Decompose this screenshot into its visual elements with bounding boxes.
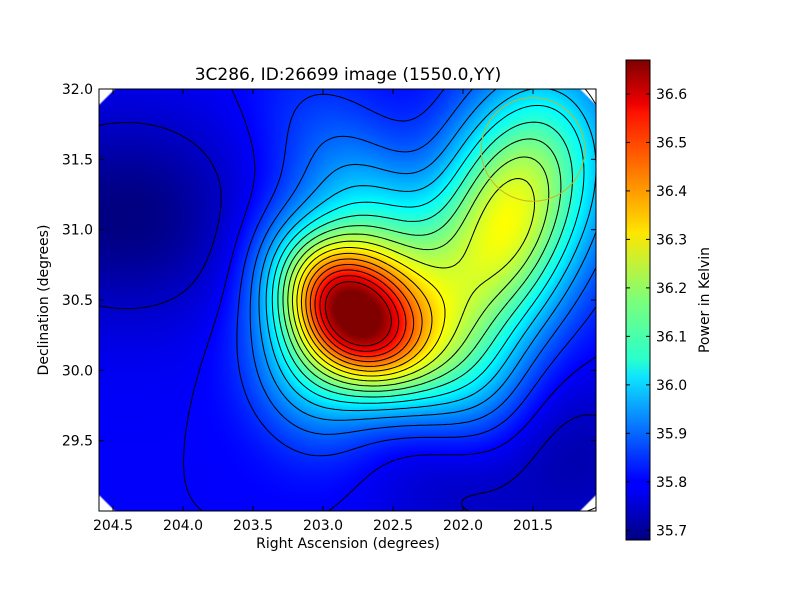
y-tick-label: 31.0 — [62, 223, 93, 239]
contour-level-15 — [309, 264, 415, 363]
y-axis-label: Declination (degrees) — [36, 225, 52, 376]
x-tick-label: 204.5 — [93, 518, 133, 534]
contour-level-17 — [319, 275, 400, 352]
y-tick-label: 30.0 — [62, 363, 93, 379]
colorbar-label: Power in Kelvin — [697, 247, 713, 353]
contour-level-1 — [99, 122, 596, 511]
colorbar-tick-label: 36.2 — [656, 281, 687, 297]
colorbar-tick-label: 36.4 — [656, 184, 687, 200]
contour-level-11 — [291, 178, 535, 382]
x-tick-label: 204.0 — [163, 518, 203, 534]
colorbar-tick-label: 36.1 — [656, 329, 687, 345]
y-tick-label: 32.0 — [62, 82, 93, 98]
x-axis-label: Right Ascension (degrees) — [256, 536, 440, 552]
colorbar-gradient — [625, 59, 651, 541]
plot-area — [98, 88, 597, 512]
colorbar-tick-label: 35.8 — [656, 475, 687, 491]
x-tick-label: 203.5 — [233, 518, 273, 534]
contour-level-7 — [271, 105, 585, 404]
colorbar-tick-label: 35.7 — [656, 523, 687, 539]
x-tick-label: 202.0 — [443, 518, 483, 534]
beam-circle — [480, 97, 586, 202]
x-axis-ticks: 204.5 204.0 203.5 203.0 202.5 202.0 201.5 — [93, 89, 553, 534]
chart-title: 3C286, ID:26699 image (1550.0,YY) — [195, 65, 502, 85]
contour-level-9 — [282, 138, 562, 392]
contour-level-8 — [277, 121, 573, 398]
contour-level-10 — [287, 156, 550, 387]
contour-level-13 — [300, 252, 433, 372]
contour-level-5 — [258, 89, 596, 421]
colorbar-tick-label: 36.5 — [656, 135, 687, 151]
x-tick-label: 201.5 — [513, 518, 553, 534]
colorbar-tick-label: 36.0 — [656, 378, 687, 394]
x-tick-label: 203.0 — [303, 518, 343, 534]
contour-level-3 — [236, 89, 596, 457]
contour-level-18 — [324, 281, 392, 347]
contour-level-12 — [296, 247, 446, 377]
contour-lines — [99, 89, 596, 511]
y-tick-label: 29.5 — [62, 434, 93, 450]
contour-level-2 — [183, 89, 596, 511]
x-tick-label: 202.5 — [373, 518, 413, 534]
y-tick-label: 31.5 — [62, 152, 93, 168]
y-axis-ticks: 29.5 30.0 30.5 31.0 31.5 32.0 — [62, 82, 596, 450]
colorbar-tick-label: 36.6 — [656, 87, 687, 103]
y-tick-label: 30.5 — [62, 293, 93, 309]
colorbar-ticks: 35.7 35.8 35.9 36.0 36.1 36.2 36.3 36.4 36.5 36.6 — [626, 87, 687, 539]
contour-level-14 — [305, 258, 423, 367]
colorbar-tick-label: 35.9 — [656, 426, 687, 442]
colorbar: 35.7 35.8 35.9 36.0 36.1 36.2 36.3 36.4 36.5 36.6… — [625, 59, 713, 541]
contour-level-6 — [265, 89, 596, 412]
colorbar-tick-label: 36.3 — [656, 232, 687, 248]
contour-level-4 — [249, 89, 596, 435]
heatmap-image — [99, 89, 596, 511]
contour-level-16 — [314, 269, 407, 358]
